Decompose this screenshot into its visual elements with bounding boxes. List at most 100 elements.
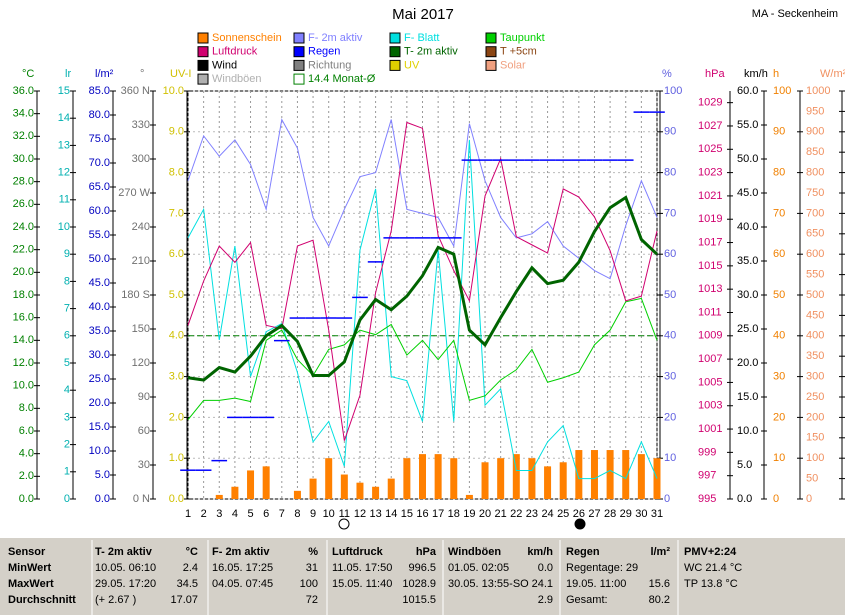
- y-tick-label: 240: [132, 221, 150, 233]
- y-tick-label: 50: [773, 289, 785, 301]
- x-tick-label: 9: [310, 508, 316, 520]
- y-tick-label: 10.0: [89, 445, 110, 457]
- y-tick-label: 1: [64, 466, 70, 478]
- x-tick-label: 22: [510, 508, 522, 520]
- moon-full: [338, 518, 350, 530]
- y-tick-label: 6: [64, 330, 70, 342]
- table-cell: 34.5: [177, 578, 198, 590]
- y-tick-label: 18.0: [13, 289, 34, 301]
- legend-label: T +5cm: [500, 46, 537, 58]
- sunshine-bar: [434, 454, 442, 499]
- y-tick-label: 25.0: [89, 373, 110, 385]
- axis-unit: hPa: [705, 68, 725, 80]
- table-cell: 24.1: [532, 578, 553, 590]
- table-header: T- 2m aktiv: [95, 546, 153, 558]
- y-tick-label: 300: [132, 153, 150, 165]
- series-line: [187, 139, 658, 480]
- y-tick-label: 0: [773, 493, 779, 505]
- y-tick-label: 4.0: [169, 330, 184, 342]
- table-header: l/m²: [650, 546, 670, 558]
- sunshine-bar: [606, 450, 614, 499]
- y-tick-label: 75.0: [89, 133, 110, 145]
- table-cell: 996.5: [408, 562, 436, 574]
- table-header: PMV+2:24: [684, 546, 737, 558]
- chart-title: Mai 2017: [392, 6, 454, 23]
- table-row-label: MinWert: [8, 562, 52, 574]
- y-tick-label: 34.0: [13, 108, 34, 120]
- y-tick-label: 100: [664, 85, 682, 97]
- table-cell: 30.05. 13:55-SO: [448, 578, 529, 590]
- sunshine-bar: [528, 458, 536, 499]
- legend-swatch: [485, 46, 497, 58]
- table-header: Regen: [566, 546, 600, 558]
- y-tick-label: 15.0: [737, 391, 758, 403]
- table-header: %: [308, 546, 318, 558]
- y-tick-label: 10.0: [13, 380, 34, 392]
- legend-label: T- 2m aktiv: [404, 46, 458, 58]
- table-cell: 100: [300, 578, 318, 590]
- table-bg: [0, 538, 845, 615]
- y-tick-label: 12: [58, 167, 70, 179]
- y-tick-label: 995: [698, 493, 716, 505]
- sunshine-bar: [559, 462, 567, 499]
- y-tick-label: 20.0: [13, 266, 34, 278]
- y-tick-label: 60: [138, 425, 150, 437]
- y-tick-label: 100: [806, 452, 824, 464]
- y-tick-label: 20.0: [89, 397, 110, 409]
- y-tick-label: 200: [806, 411, 824, 423]
- table-cell: 29.05. 17:20: [95, 578, 156, 590]
- x-tick-label: 27: [588, 508, 600, 520]
- y-tick-label: 1023: [698, 167, 722, 179]
- x-tick-label: 26: [573, 508, 585, 520]
- table-cell: 15.6: [649, 578, 670, 590]
- sunshine-bar: [450, 458, 458, 499]
- table-cell: TP 13.8 °C: [684, 578, 738, 590]
- y-tick-label: 50: [664, 289, 676, 301]
- y-tick-label: 120: [132, 357, 150, 369]
- y-tick-label: 650: [806, 228, 824, 240]
- y-tick-label: 70: [773, 207, 785, 219]
- sunshine-bar: [590, 450, 598, 499]
- table-cell: WC 21.4 °C: [684, 562, 742, 574]
- y-tick-label: 270 W: [118, 187, 150, 199]
- y-tick-label: 330: [132, 119, 150, 131]
- y-tick-label: 85.0: [89, 85, 110, 97]
- table-cell: 16.05. 17:25: [212, 562, 273, 574]
- series-line: [187, 118, 658, 280]
- y-tick-label: 13: [58, 139, 70, 151]
- y-tick-label: 90: [664, 126, 676, 138]
- y-tick-label: 36.0: [13, 85, 34, 97]
- legend-swatch: [293, 46, 305, 58]
- y-tick-label: 1001: [698, 423, 722, 435]
- sunshine-bar: [247, 470, 255, 499]
- x-tick-label: 15: [401, 508, 413, 520]
- y-tick-label: 550: [806, 269, 824, 281]
- sunshine-bar: [293, 490, 301, 499]
- y-tick-label: 1025: [698, 143, 722, 155]
- y-tick-label: 1027: [698, 120, 722, 132]
- sunshine-bar: [419, 454, 426, 499]
- y-tick-label: 400: [806, 330, 824, 342]
- y-tick-label: 70.0: [89, 157, 110, 169]
- y-tick-label: 32.0: [13, 130, 34, 142]
- legend-swatch: [485, 32, 497, 44]
- y-tick-label: 850: [806, 146, 824, 158]
- table-cell: 0.0: [538, 562, 553, 574]
- y-tick-label: 999: [698, 446, 716, 458]
- table-cell: 11.05. 17:50: [332, 562, 392, 574]
- y-tick-label: 2.0: [169, 411, 184, 423]
- y-tick-label: 10: [773, 452, 785, 464]
- legend-swatch: [197, 32, 209, 44]
- table-cell: 72: [306, 594, 318, 606]
- sunshine-bar: [465, 494, 473, 499]
- table-cell: 1015.5: [402, 594, 436, 606]
- y-tick-label: 60.0: [737, 85, 758, 97]
- y-tick-label: 55.0: [737, 119, 758, 131]
- y-tick-label: 65.0: [89, 181, 110, 193]
- x-tick-label: 13: [369, 508, 381, 520]
- moon-new: [574, 518, 586, 530]
- y-tick-label: 0: [806, 493, 812, 505]
- table-cell: 10.05. 06:10: [95, 562, 156, 574]
- y-tick-label: 9: [64, 248, 70, 260]
